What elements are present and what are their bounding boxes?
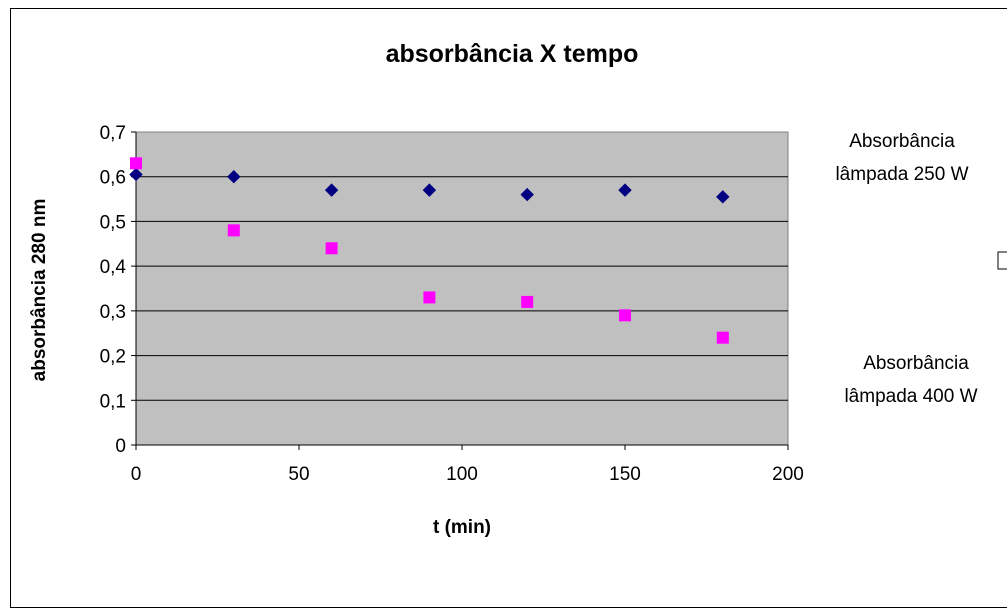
data-points <box>129 157 730 344</box>
legend-series-2-line-2: lâmpada 400 W <box>844 386 977 407</box>
series-2-point <box>227 224 240 237</box>
series-2-point <box>521 295 534 308</box>
y-tick-label: 0,4 <box>100 257 127 278</box>
series-1-point <box>129 167 143 182</box>
x-tick-label: 150 <box>609 464 641 485</box>
y-tick-label: 0,5 <box>100 212 126 233</box>
x-tick-label: 200 <box>772 464 804 485</box>
plot-area <box>135 131 789 446</box>
legend-box-fragment <box>997 251 1007 270</box>
x-tick-label: 100 <box>446 464 478 485</box>
x-tick-labels: 0 50 100 150 200 <box>131 464 804 485</box>
x-tick-label: 0 <box>131 464 142 485</box>
series-2-point <box>423 291 436 304</box>
legend: Absorbância lâmpada 250 W Absorbância lâ… <box>835 131 1007 407</box>
y-tick-label: 0,1 <box>100 391 126 412</box>
y-axis-title: absorbância 280 nm <box>29 199 50 382</box>
series-2-point <box>130 157 142 170</box>
series-1-point <box>520 187 534 202</box>
y-tick-label: 0,6 <box>100 168 126 189</box>
y-tick-label: 0,7 <box>100 123 126 144</box>
series-1-point <box>618 183 632 197</box>
y-tick-label: 0 <box>115 436 126 457</box>
y-tick-label: 0,2 <box>100 347 126 368</box>
series-2-point <box>716 331 729 344</box>
y-tick-labels: 0 0,1 0,2 0,3 0,4 0,5 0,6 0,7 <box>100 123 127 457</box>
series-1-point <box>716 190 730 204</box>
gridlines <box>131 131 789 450</box>
legend-series-1-line-2: lâmpada 250 W <box>835 164 968 185</box>
y-tick-label: 0,3 <box>100 302 126 323</box>
series-1-point <box>422 183 437 197</box>
legend-series-1-line-1: Absorbância <box>849 131 955 152</box>
axes <box>135 132 788 446</box>
chart-title: absorbância X tempo <box>386 40 639 68</box>
series-2-point <box>325 242 338 255</box>
x-tick-label: 50 <box>288 464 309 485</box>
series-1-point <box>227 170 241 184</box>
x-axis-title: t (min) <box>433 517 491 538</box>
series-2-point <box>619 309 631 322</box>
legend-series-2-line-1: Absorbância <box>863 353 969 374</box>
series-1-point <box>324 183 339 197</box>
